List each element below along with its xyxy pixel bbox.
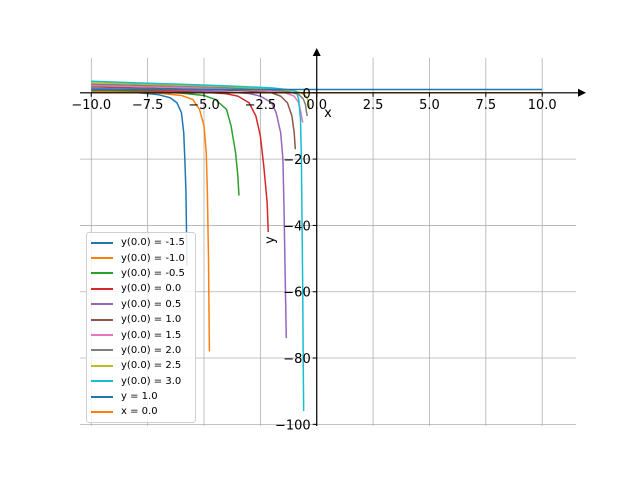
legend-label: y(0.0) = 1.0 (121, 314, 182, 326)
legend-swatch (91, 257, 113, 260)
y-axis-label: y (263, 236, 278, 244)
legend-item: y(0.0) = 0.0 (91, 281, 191, 296)
legend-item: y(0.0) = 1.5 (91, 327, 191, 342)
legend-label: y(0.0) = 0.5 (121, 298, 182, 310)
legend-swatch (91, 349, 113, 352)
series-line-9 (91, 80, 305, 412)
y-tick-label: −100 (275, 418, 311, 433)
x-tick-label: 10.0 (528, 98, 557, 113)
legend-item: y(0.0) = 1.0 (91, 312, 191, 327)
legend-swatch (91, 287, 113, 290)
legend-label: y(0.0) = 3.0 (121, 375, 182, 387)
legend-item: y(0.0) = 3.0 (91, 374, 191, 389)
legend-swatch (91, 303, 113, 306)
x-tick-label: 0.0 (306, 98, 327, 113)
y-tick-label: −20 (283, 153, 310, 168)
legend-swatch (91, 410, 113, 413)
legend-item: x = 0.0 (91, 404, 191, 419)
x-axis-arrow (578, 88, 586, 97)
legend-label: y(0.0) = 2.5 (121, 360, 182, 372)
legend-item: y(0.0) = -0.5 (91, 266, 191, 281)
x-tick-label: −5.0 (188, 98, 220, 113)
legend-label: y(0.0) = 1.5 (121, 329, 182, 341)
legend-swatch (91, 380, 113, 383)
series-line-2 (91, 89, 240, 196)
series-line-5 (91, 86, 297, 150)
legend-item: y(0.0) = -1.0 (91, 250, 191, 265)
legend-item: y(0.0) = 0.5 (91, 297, 191, 312)
series-line-7 (91, 83, 308, 117)
x-tick-label: 5.0 (419, 98, 440, 113)
legend-label: y(0.0) = -1.0 (121, 252, 185, 264)
legend-swatch (91, 395, 113, 398)
legend-swatch (91, 272, 113, 275)
series-line-3 (91, 88, 269, 233)
y-tick-label: −60 (283, 286, 310, 301)
legend-label: y(0.0) = -0.5 (121, 267, 185, 279)
legend-swatch (91, 318, 113, 321)
ticks: −10.0 −7.5 −5.0 −2.5 0.0 2.5 5.0 7.5 10.0 0 −20 −40… (71, 87, 556, 434)
legend-label: y = 1.0 (121, 391, 158, 403)
legend-item: y = 1.0 (91, 389, 191, 404)
legend-swatch (91, 364, 113, 367)
legend-label: y(0.0) = 0.0 (121, 283, 182, 295)
legend-swatch (91, 334, 113, 337)
legend-item: y(0.0) = 2.0 (91, 343, 191, 358)
x-tick-label: −2.5 (245, 98, 277, 113)
legend-item: y(0.0) = 2.5 (91, 358, 191, 373)
x-tick-label: 2.5 (363, 98, 384, 113)
x-tick-label: 7.5 (475, 98, 496, 113)
legend: y(0.0) = -1.5 y(0.0) = -1.0 y(0.0) = -0.5 y… (86, 232, 196, 423)
legend-swatch (91, 241, 113, 244)
y-tick-label: 0 (302, 87, 310, 102)
x-tick-label: −7.5 (132, 98, 164, 113)
legend-label: y(0.0) = 2.0 (121, 344, 182, 356)
axes (80, 48, 586, 426)
legend-label: x = 0.0 (121, 406, 158, 418)
y-tick-label: −80 (283, 352, 310, 367)
legend-label: y(0.0) = -1.5 (121, 237, 185, 249)
y-tick-label: −40 (283, 219, 310, 234)
y-axis-arrow (312, 48, 321, 56)
x-axis-label: x (324, 106, 332, 121)
x-tick-label: −10.0 (71, 98, 111, 113)
legend-item: y(0.0) = -1.5 (91, 235, 191, 250)
